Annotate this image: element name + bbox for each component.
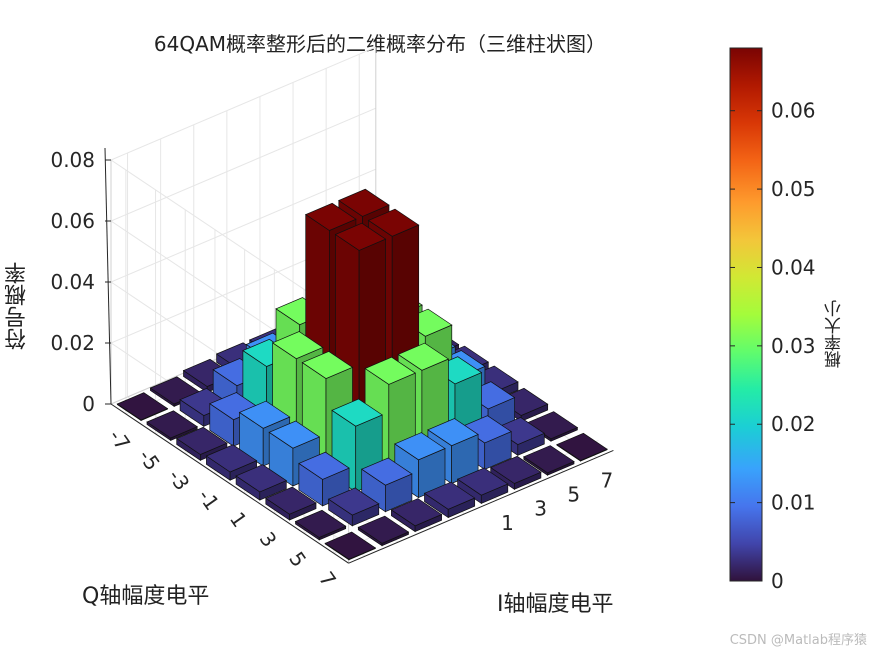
colorbar-tick-label: 0.04 [771, 255, 816, 279]
q-tick-label: 3 [255, 527, 282, 551]
bar-top-face [301, 351, 354, 379]
bar [523, 445, 575, 476]
colorbar-label: 概率大小 [825, 300, 845, 368]
colorbar-tick-label: 0.02 [771, 412, 816, 436]
bar [360, 457, 413, 513]
bar-top-face [235, 464, 288, 493]
bar-top-face [390, 498, 443, 527]
bar [357, 515, 410, 547]
q-tick-label: -5 [134, 445, 165, 475]
bar-top-face [360, 457, 413, 486]
q-tick-label: 5 [284, 547, 311, 571]
bar-top-face [556, 432, 608, 461]
bar [146, 410, 198, 442]
watermark: CSDN @Matlab程序猿 [729, 633, 867, 648]
z-tick-label: 0.04 [50, 270, 95, 294]
z-tick-label: 0 [82, 392, 95, 416]
bar-top-face [357, 515, 410, 544]
bar [327, 487, 380, 527]
bar [390, 498, 443, 533]
colorbar-gradient [729, 47, 763, 582]
bar-top-face [294, 509, 347, 538]
bars-group [116, 188, 608, 561]
colorbar-tick-label: 0.01 [771, 491, 816, 515]
bar-top-face [298, 451, 350, 480]
i-axis-label: I轴幅度电平 [497, 592, 614, 617]
bar [556, 432, 608, 462]
i-axis-line [348, 449, 614, 564]
i-tick-label: 7 [600, 468, 613, 492]
bar [489, 455, 542, 490]
bar-top-face [338, 188, 390, 217]
bar-top-face [423, 481, 476, 510]
z-axis-line [104, 147, 112, 405]
bar-top-face [265, 486, 317, 515]
bar-top-face [364, 356, 417, 385]
z-axis-label: 符号概率 [5, 262, 30, 350]
bar-top-face [268, 420, 321, 449]
bar [265, 486, 317, 521]
bar-top-face [334, 222, 387, 251]
bar-top-face [331, 398, 383, 427]
i-tick-label: 5 [567, 483, 580, 507]
q-tick-label: -1 [193, 485, 224, 515]
q-tick-label: 1 [225, 507, 252, 531]
z-tick-label: 0.08 [50, 148, 95, 172]
bar-top-face [238, 400, 291, 429]
bar-top-face [324, 531, 377, 560]
bar-top-face [394, 432, 446, 461]
bar-top-face [146, 410, 198, 439]
q-axis-label: Q轴幅度电平 [82, 584, 210, 609]
bar [324, 531, 377, 561]
bar-top-face [489, 455, 542, 484]
bar [235, 464, 288, 501]
colorbar-tick-label: 0.05 [771, 177, 816, 201]
colorbar: 0 0.01 0.02 0.03 0.04 0.05 0.06 [729, 47, 816, 593]
colorbar-tick-label: 0.06 [771, 99, 816, 123]
bar-top-face [205, 444, 258, 473]
bar-top-face [427, 418, 479, 447]
q-tick-label: -3 [163, 465, 194, 495]
bar [423, 481, 476, 519]
q-tick-label: 7 [314, 567, 341, 591]
bar-top-face [304, 202, 357, 231]
z-tick-label: 0.06 [50, 209, 95, 233]
i-tick-label: 3 [534, 497, 547, 521]
bar [294, 509, 347, 541]
bar-top-face [175, 426, 228, 455]
bar-top-face [367, 208, 420, 237]
bar [116, 392, 169, 422]
bar [456, 467, 509, 505]
bar-top-face [397, 342, 450, 371]
q-axis-line [110, 403, 349, 564]
q-tick-label: -7 [104, 425, 135, 455]
bar-top-face [271, 331, 324, 360]
colorbar-tick-label: 0.03 [771, 334, 816, 358]
z-tick-label: 0.02 [50, 331, 95, 355]
bar-top-face [523, 445, 575, 474]
i-tick-label: 1 [501, 511, 514, 535]
chart-title: 64QAM概率整形后的二维概率分布（三维柱状图） [153, 32, 607, 56]
bar-top-face [116, 392, 169, 421]
bar-top-face [456, 467, 509, 496]
bar [175, 426, 228, 461]
bar-top-face [327, 487, 380, 516]
colorbar-tick-label: 0 [771, 569, 784, 593]
